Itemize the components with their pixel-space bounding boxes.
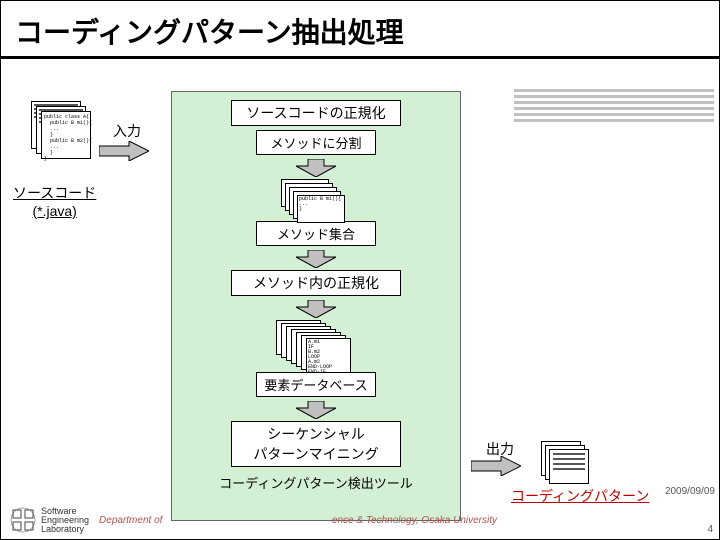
stage-sequential-mining: シーケンシャル パターンマイニング [231, 421, 401, 467]
slide: コーディングパターン抽出処理 public class A{ public B … [0, 0, 720, 540]
code-sample: public class A{ public B m1(){ ... } pub… [44, 114, 88, 162]
arrow-down-icon [296, 159, 336, 177]
stage-normalize-method: メソッド内の正規化 [231, 270, 401, 296]
lab-logo-icon [9, 506, 37, 534]
decorative-stripes [514, 89, 714, 125]
title-underline [1, 56, 720, 59]
source-code-stack: public class A{ public B m1(){ ... } pub… [31, 101, 91, 156]
footer: Software Engineering Laboratory Departme… [1, 505, 720, 535]
source-code-label: ソースコード (*.java) [13, 183, 96, 219]
input-arrow-icon [99, 141, 149, 166]
lab-name: Software Engineering Laboratory [41, 507, 89, 534]
element-stack: A.m1 IF B.m2 LOOP A.m2 END-LOOP END-IF [276, 320, 356, 370]
arrow-down-icon [296, 401, 336, 419]
method-sample: public B m1(){ ... } [299, 197, 343, 212]
element-db-label: 要素データベース [256, 372, 376, 397]
sub-split-methods: メソッドに分割 [256, 130, 376, 155]
tool-label: コーディングパターン検出ツール [213, 471, 418, 494]
page-number: 4 [707, 524, 713, 535]
element-sample: A.m1 IF B.m2 LOOP A.m2 END-LOOP END-IF [308, 340, 349, 375]
stage-normalize-source: ソースコードの正規化 [231, 100, 401, 126]
method-stack: public B m1(){ ... } [281, 179, 351, 219]
output-stack [541, 441, 591, 481]
main-flow-container: ソースコードの正規化 メソッドに分割 public B m1(){ ... } … [171, 91, 461, 521]
methods-set-label: メソッド集合 [256, 221, 376, 246]
coding-pattern-label: コーディングパターン [511, 486, 649, 506]
date-label: 2009/09/09 [665, 486, 715, 497]
arrow-down-icon [296, 300, 336, 318]
department-text: Department of ence & Technology, Osaka U… [99, 515, 497, 526]
output-arrow-icon [471, 456, 521, 481]
arrow-down-icon [296, 250, 336, 268]
input-label: 入力 [113, 121, 141, 141]
